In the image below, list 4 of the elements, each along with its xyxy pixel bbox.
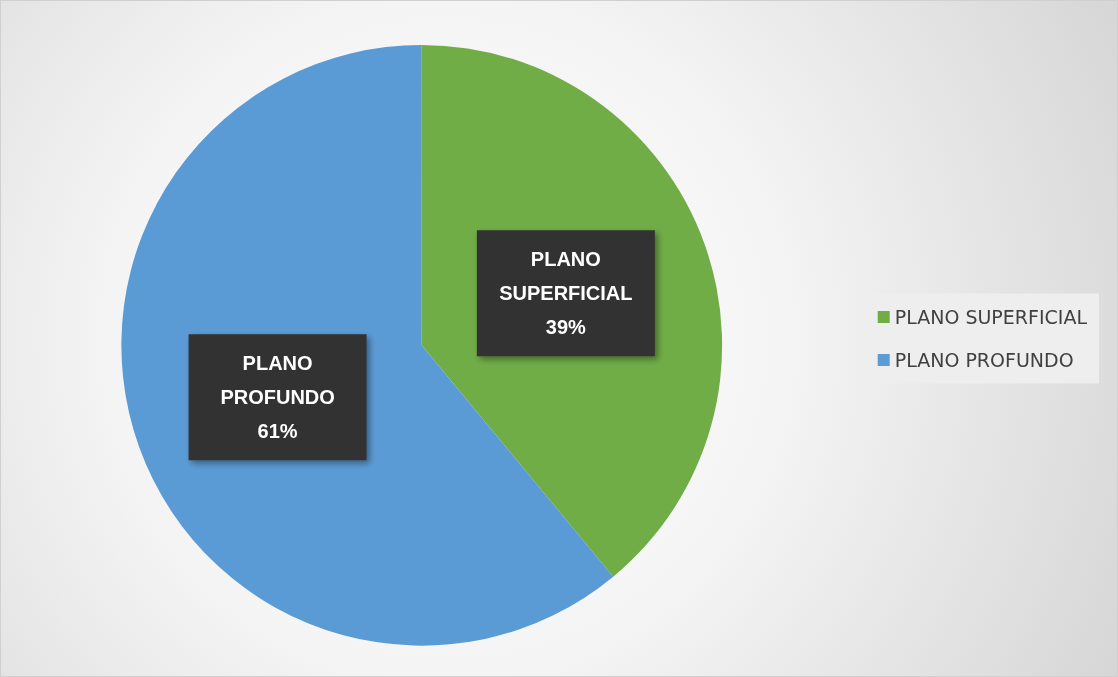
legend-label: PLANO SUPERFICIAL: [894, 306, 1088, 328]
data-label: PLANO SUPERFICIAL 39%: [499, 248, 633, 339]
legend-label: PLANO PROFUNDO: [894, 349, 1074, 371]
data-label: PLANO PROFUNDO 61%: [220, 352, 335, 443]
